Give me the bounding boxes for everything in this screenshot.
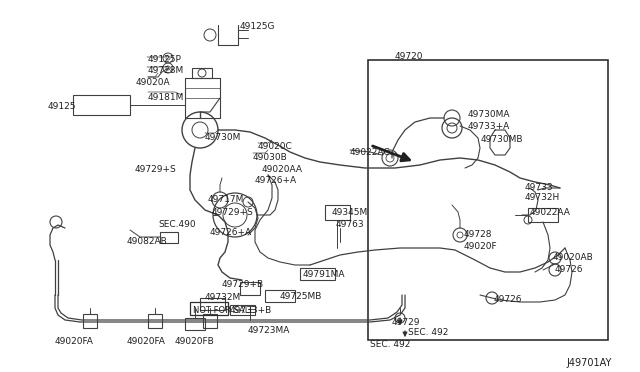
Text: 49181M: 49181M	[148, 93, 184, 102]
Text: 49728: 49728	[464, 230, 493, 239]
Text: 49030B: 49030B	[253, 153, 288, 162]
Text: SEC. 492: SEC. 492	[370, 340, 410, 349]
Text: 49726: 49726	[555, 265, 584, 274]
Text: 49730M: 49730M	[205, 133, 241, 142]
Text: 49345M: 49345M	[332, 208, 368, 217]
Text: 49726+A: 49726+A	[255, 176, 297, 185]
Text: 49729+B: 49729+B	[222, 280, 264, 289]
Text: 49732H: 49732H	[525, 193, 560, 202]
Text: NOT FOR SALE: NOT FOR SALE	[193, 306, 255, 315]
Text: 49763: 49763	[336, 220, 365, 229]
Text: 49730MB: 49730MB	[481, 135, 524, 144]
Text: 49729+S: 49729+S	[212, 208, 253, 217]
Text: SEC.490: SEC.490	[158, 220, 196, 229]
Text: 49729+S: 49729+S	[135, 165, 177, 174]
Text: 49125G: 49125G	[240, 22, 275, 31]
Text: 49720: 49720	[395, 52, 424, 61]
Text: 49082AB: 49082AB	[127, 237, 168, 246]
Text: SEC. 492: SEC. 492	[408, 328, 449, 337]
Text: 49717M: 49717M	[208, 195, 244, 204]
Text: 49730MA: 49730MA	[468, 110, 511, 119]
Text: 49020F: 49020F	[464, 242, 498, 251]
Text: 49728M: 49728M	[148, 66, 184, 75]
Text: 49733+A: 49733+A	[468, 122, 510, 131]
Text: 49020FB: 49020FB	[175, 337, 215, 346]
Text: 49125: 49125	[48, 102, 77, 111]
Text: 49125P: 49125P	[148, 55, 182, 64]
Text: 49723MA: 49723MA	[248, 326, 291, 335]
Text: 49020AA: 49020AA	[262, 165, 303, 174]
Text: 49022AA: 49022AA	[530, 208, 571, 217]
Text: 49733: 49733	[525, 183, 554, 192]
Text: 49020C: 49020C	[258, 142, 292, 151]
Text: 49020FA: 49020FA	[127, 337, 166, 346]
Text: 49732M: 49732M	[205, 293, 241, 302]
Text: J49701AY: J49701AY	[566, 358, 611, 368]
Text: 49791MA: 49791MA	[303, 270, 346, 279]
Text: 49022AC: 49022AC	[350, 148, 390, 157]
Text: 49726: 49726	[494, 295, 522, 304]
Text: 49733+B: 49733+B	[230, 306, 272, 315]
Text: 49020FA: 49020FA	[55, 337, 94, 346]
Text: 49729: 49729	[392, 318, 420, 327]
Text: 49020A: 49020A	[136, 78, 171, 87]
Text: 49725MB: 49725MB	[280, 292, 323, 301]
Text: 49726+A: 49726+A	[210, 228, 252, 237]
Text: 49020AB: 49020AB	[553, 253, 594, 262]
